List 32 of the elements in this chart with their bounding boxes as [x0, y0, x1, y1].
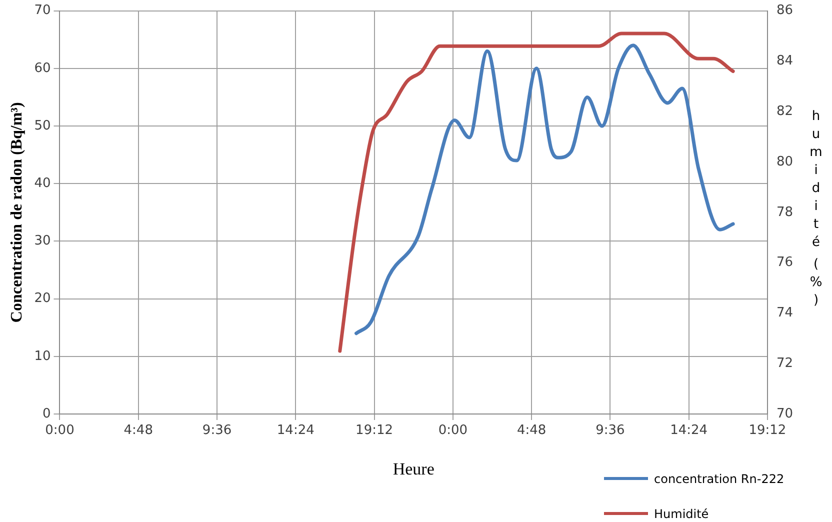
- y2-tick-label: 72: [776, 356, 794, 371]
- y2-tick-label: 74: [776, 306, 794, 321]
- y2-tick-label: 70: [776, 406, 794, 422]
- y-tick-label: 30: [34, 234, 51, 249]
- y-tick-label: 40: [34, 176, 51, 191]
- x-tick-label: 0:00: [438, 423, 468, 438]
- y-axis-title: Concentration de radon (Bq/m³): [8, 102, 26, 323]
- y-tick-label: 70: [34, 3, 51, 18]
- y2-tick-label: 76: [776, 255, 794, 270]
- x-tick-label: 14:24: [670, 423, 708, 438]
- y-tick-label: 50: [34, 118, 51, 134]
- y-tick-label: 10: [34, 348, 51, 364]
- x-tick-label: 0:00: [45, 423, 74, 438]
- y2-tick-label: 86: [776, 3, 794, 18]
- x-tick-label: 4:48: [124, 423, 153, 438]
- y-tick-label: 0: [42, 406, 51, 422]
- x-tick-label: 9:36: [202, 423, 232, 438]
- y2-tick-label: 84: [776, 54, 794, 69]
- x-tick-label: 19:12: [748, 423, 786, 438]
- y2-tick-label: 80: [776, 154, 794, 170]
- y-tick-label: 20: [34, 291, 51, 306]
- x-axis-title: Heure: [392, 459, 434, 478]
- legend-label: concentration Rn-222: [654, 472, 784, 486]
- y2-tick-label: 82: [776, 104, 794, 119]
- y-tick-label: 60: [34, 60, 51, 76]
- text: humidité (%): [810, 109, 822, 308]
- x-tick-label: 9:36: [596, 423, 625, 438]
- y2-tick-label: 78: [776, 204, 794, 220]
- x-tick-label: 4:48: [516, 423, 546, 438]
- x-tick-label: 19:12: [356, 423, 394, 438]
- x-tick-label: 14:24: [276, 423, 314, 438]
- legend-label: Humidité: [654, 506, 709, 520]
